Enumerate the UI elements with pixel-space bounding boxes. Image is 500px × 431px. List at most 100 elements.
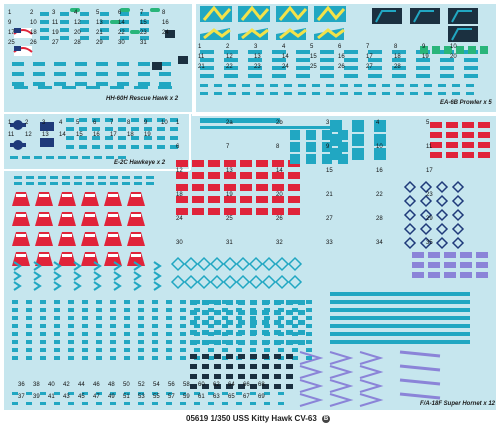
marking-decal — [75, 82, 87, 86]
marking-decal — [272, 208, 284, 215]
marking-decal — [92, 145, 100, 149]
marking-decal — [66, 145, 74, 149]
marking-decal — [256, 196, 268, 203]
marking-decal — [444, 46, 452, 54]
marking-decal — [214, 364, 221, 369]
marking-decal — [117, 62, 129, 66]
marking-decal — [180, 308, 186, 312]
marking-decal — [96, 308, 102, 312]
hornet-decal-number: 25 — [226, 216, 233, 222]
ea6b-decal-number: 14 — [282, 54, 289, 60]
chevron-decal — [33, 261, 42, 271]
hh60-decal-number: 30 — [118, 40, 125, 46]
tail-fin-stripe — [108, 234, 118, 237]
marking-decal — [12, 72, 24, 76]
marking-decal — [60, 28, 69, 32]
marking-decal — [262, 320, 269, 325]
marking-decal — [214, 340, 221, 345]
marking-decal — [352, 148, 364, 160]
marking-decal — [176, 160, 188, 167]
marking-decal — [208, 324, 214, 328]
marking-decal — [330, 120, 342, 132]
marking-decal — [292, 316, 298, 320]
hh60-decal-number: 18 — [30, 30, 37, 36]
marking-decal — [354, 84, 362, 87]
marking-decal — [152, 324, 158, 328]
tail-stripe — [413, 10, 434, 23]
marking-decal — [306, 356, 312, 360]
marking-decal — [250, 384, 257, 389]
lattice-decal — [287, 274, 303, 290]
marking-decal — [165, 30, 175, 38]
marking-decal — [54, 332, 60, 336]
marking-decal — [62, 176, 70, 179]
hornet-decal-number: 32 — [276, 240, 283, 246]
marking-decal — [226, 330, 233, 335]
marking-decal — [140, 12, 149, 16]
roundel-decal — [10, 123, 26, 127]
marking-decal — [120, 8, 130, 12]
chevron-decal — [359, 365, 384, 379]
marking-decal — [462, 142, 474, 148]
marking-decal — [68, 392, 74, 395]
marking-decal — [292, 340, 298, 344]
marking-decal — [131, 118, 139, 122]
marking-decal — [292, 300, 298, 304]
marking-decal — [322, 142, 332, 152]
marking-decal — [157, 127, 165, 131]
marking-decal — [306, 308, 312, 312]
marking-decal — [152, 392, 158, 395]
marking-decal — [208, 184, 220, 191]
hh60-decal-number: 8 — [162, 10, 166, 16]
marking-decal — [248, 50, 262, 54]
marking-decal — [438, 84, 446, 87]
marking-decal — [292, 348, 298, 352]
marking-decal — [262, 384, 269, 389]
marking-decal — [214, 354, 221, 359]
hh60-panel — [4, 4, 192, 112]
marking-decal — [159, 82, 171, 86]
marking-decal — [440, 74, 454, 78]
marking-decal — [478, 122, 490, 128]
tail-decal — [40, 122, 54, 131]
bottom-decal-number: 60 — [198, 382, 205, 388]
marking-decal — [176, 184, 188, 191]
tail-stripe — [278, 5, 308, 21]
marking-decal — [40, 308, 46, 312]
marking-decal — [226, 384, 233, 389]
marking-decal — [226, 354, 233, 359]
marking-decal — [412, 272, 424, 278]
marking-decal — [256, 172, 268, 179]
marking-decal — [38, 182, 46, 185]
marking-decal — [110, 300, 116, 304]
tail-fin-stripe — [16, 194, 26, 197]
marking-decal — [374, 134, 386, 146]
marking-decal — [428, 272, 440, 278]
marking-decal — [214, 84, 222, 87]
marking-decal — [105, 127, 113, 131]
marking-decal — [60, 36, 69, 40]
marking-decal — [248, 66, 262, 70]
marking-decal — [40, 340, 46, 344]
marking-decal — [288, 196, 300, 203]
marking-decal — [202, 374, 209, 379]
marking-decal — [194, 316, 200, 320]
marking-decal — [208, 402, 214, 405]
hornet-decal-number: 15 — [326, 168, 333, 174]
marking-decal — [290, 154, 300, 164]
marking-decal — [118, 118, 126, 122]
marking-decal — [256, 84, 264, 87]
marking-decal — [374, 148, 386, 160]
marking-decal — [338, 130, 348, 140]
chevron-decal — [133, 261, 142, 271]
ea6b-decal-number: 17 — [366, 54, 373, 60]
marking-decal — [214, 320, 221, 325]
diamond-decal — [435, 236, 449, 250]
marking-decal — [122, 176, 130, 179]
chevron-decal — [329, 365, 354, 379]
marking-decal — [392, 50, 406, 54]
marking-decal — [26, 308, 32, 312]
marking-decal — [278, 316, 284, 320]
marking-decal — [202, 310, 209, 315]
